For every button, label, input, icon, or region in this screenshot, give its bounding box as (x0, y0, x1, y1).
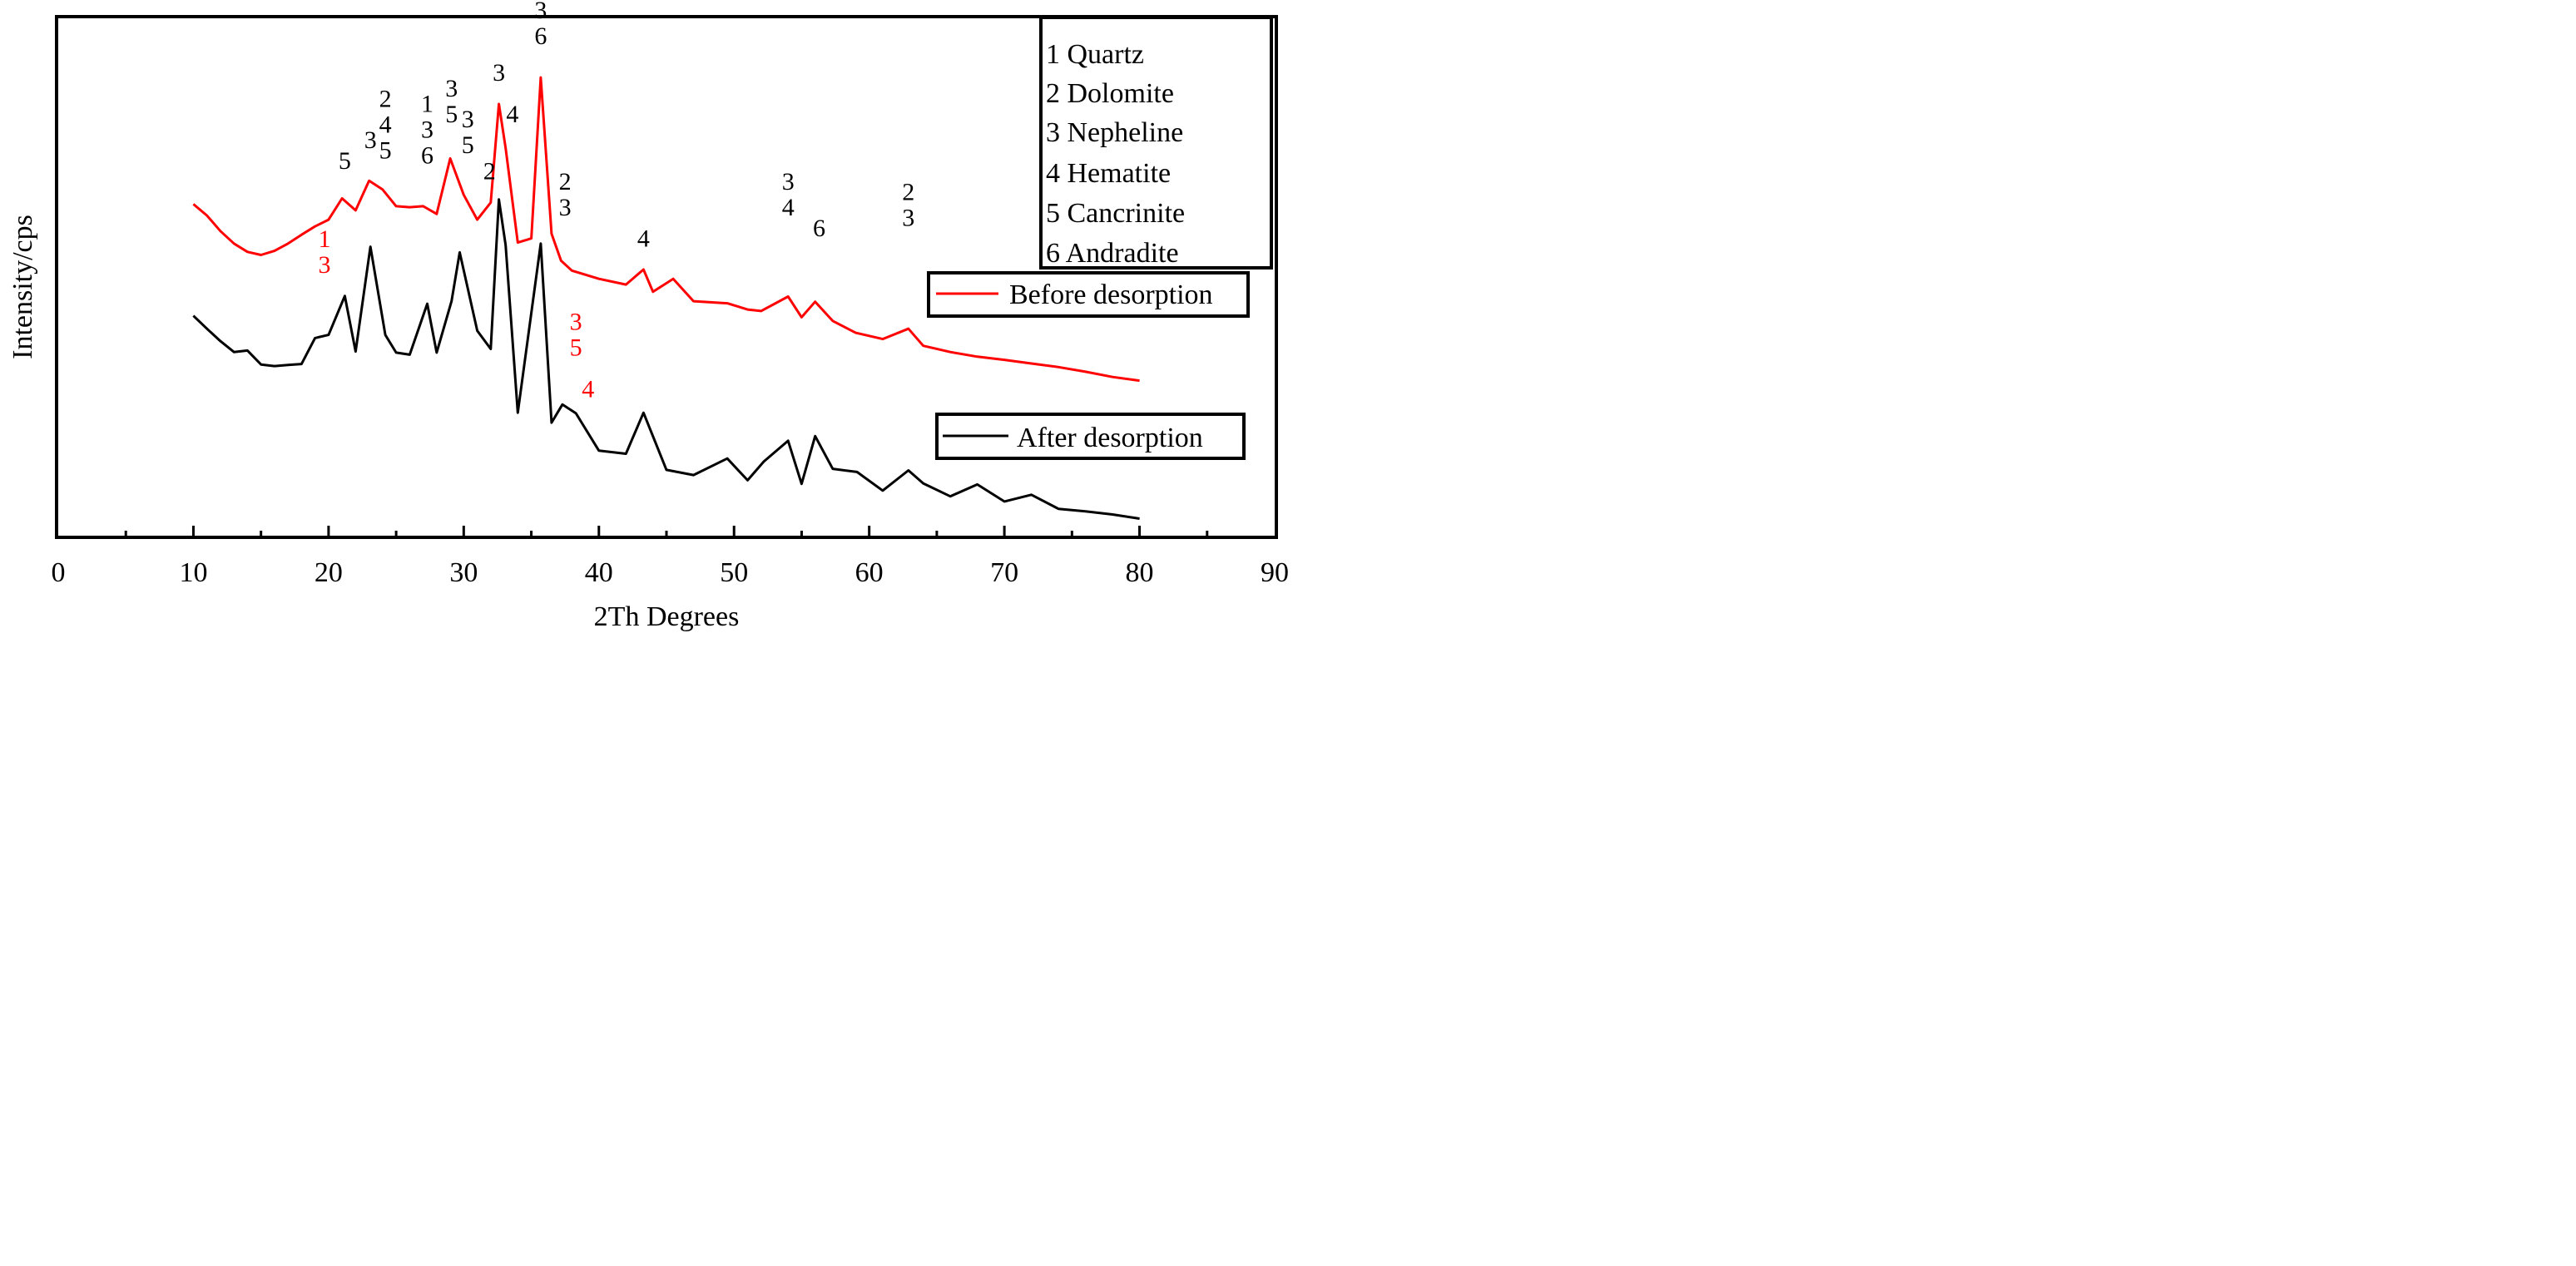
phase-legend-dolomite: 2 Dolomite (1046, 78, 1174, 109)
x-axis-ticks: 0 10 20 30 40 50 60 70 80 90 (52, 526, 1289, 588)
x-tick-label: 0 (52, 557, 66, 588)
x-tick-label: 60 (855, 557, 884, 588)
x-tick-label: 50 (720, 557, 748, 588)
peak-annotation: 2 (483, 157, 496, 185)
peak-annotation: 3 (364, 126, 377, 154)
phase-legend-nepheline: 3 Nepheline (1046, 117, 1183, 148)
series-line-after-desorption (192, 198, 1140, 520)
x-axis-label: 2Th Degrees (594, 601, 740, 632)
phase-legend-cancrinite: 5 Cancrinite (1046, 198, 1185, 229)
peak-annotation: 236 (534, 0, 547, 50)
x-tick-label: 90 (1261, 557, 1289, 588)
phase-legend-box (1039, 16, 1273, 270)
legend-before-desorption: Before desorption (927, 271, 1250, 318)
series-line-before-desorption (192, 76, 1140, 383)
legend-after-desorption: After desorption (935, 413, 1246, 460)
peak-annotation: 6 (813, 215, 825, 242)
x-tick-label: 40 (585, 557, 613, 588)
xrd-chart: 5324513635352342362343462313354 01020304… (7, 0, 1289, 632)
x-tick-label: 20 (315, 557, 343, 588)
peak-annotation: 5 (339, 147, 351, 175)
peak-annotation: 3 (493, 59, 505, 87)
peak-annotation: 4 (637, 225, 650, 253)
legend-after-label: After desorption (1017, 423, 1203, 453)
x-tick-label: 10 (179, 557, 207, 588)
phase-legend-andradite: 6 Andradite (1046, 238, 1179, 269)
x-tick-label: 30 (449, 557, 478, 588)
phase-legend-quartz: 1 Quartz (1046, 39, 1144, 70)
legend-before-label: Before desorption (1009, 279, 1213, 310)
phase-legend-hematite: 4 Hematite (1046, 158, 1171, 189)
x-tick-label: 80 (1126, 557, 1154, 588)
peak-annotation: 4 (506, 101, 518, 128)
phase-legend: 1 Quartz 2 Dolomite 3 Nepheline 4 Hemati… (1039, 16, 1273, 270)
y-axis-label: Intensity/cps (7, 215, 38, 359)
peak-annotation: 4 (582, 376, 594, 403)
peak-annotations: 5324513635352342362343462313354 (319, 0, 915, 403)
x-tick-label: 70 (990, 557, 1018, 588)
series-layer (192, 76, 1140, 520)
